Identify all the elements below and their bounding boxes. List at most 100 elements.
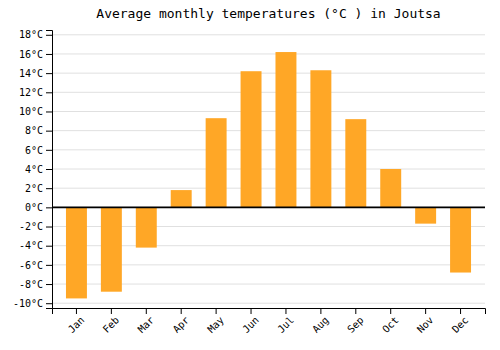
tick-label: Jun <box>240 314 261 335</box>
y-tick: 0°C <box>25 202 52 213</box>
tick-mark <box>46 227 52 228</box>
tick-label: 6°C <box>25 145 43 156</box>
grid-line <box>52 130 485 131</box>
grid-line <box>52 149 485 150</box>
bar <box>310 70 331 207</box>
tick-mark <box>111 308 112 314</box>
tick-label: Mar <box>136 314 157 335</box>
x-axis: Jan Feb Mar Apr May Jun Jul Aug Sep Oct Nov Dec <box>53 308 486 335</box>
tick-mark <box>46 284 52 285</box>
tick-mark <box>181 308 182 314</box>
tick-label: -4°C <box>19 240 43 251</box>
tick-label: 14°C <box>19 68 43 79</box>
y-tick: 18°C <box>19 29 52 40</box>
tick-mark <box>425 308 426 314</box>
y-tick: -4°C <box>19 240 52 251</box>
bar <box>345 119 366 207</box>
x-tick: Feb <box>101 308 122 335</box>
tick-mark <box>355 308 356 314</box>
tick-label: 10°C <box>19 106 43 117</box>
tick-label: Apr <box>171 314 192 335</box>
y-tick: -10°C <box>13 298 52 309</box>
tick-mark <box>76 308 77 314</box>
grid-line <box>52 73 485 74</box>
tick-mark <box>216 308 217 314</box>
grid-line <box>52 188 485 189</box>
grid <box>52 35 485 303</box>
tick-label: Sep <box>345 314 366 335</box>
y-tick: 14°C <box>19 68 52 79</box>
tick-label: 2°C <box>25 183 43 194</box>
grid-line <box>52 92 485 93</box>
y-tick: 6°C <box>25 145 52 156</box>
y-tick: -6°C <box>19 260 52 271</box>
tick-mark <box>46 265 52 266</box>
tick-mark <box>46 188 52 189</box>
x-tick: Mar <box>136 308 157 335</box>
y-tick: 12°C <box>19 87 52 98</box>
tick-label: May <box>205 314 226 335</box>
tick-mark <box>46 111 52 112</box>
tick-mark <box>320 308 321 314</box>
bar <box>241 71 262 207</box>
tick-mark <box>46 92 52 93</box>
tick-label: Dec <box>450 314 471 335</box>
tick-mark <box>146 308 147 314</box>
x-tick: Oct <box>380 308 401 335</box>
x-tick: Sep <box>345 308 366 335</box>
tick-label: Oct <box>380 314 401 335</box>
zero-line <box>52 206 485 208</box>
tick-label: -2°C <box>19 221 43 232</box>
x-tick: Apr <box>171 308 192 335</box>
x-tick: Jul <box>275 308 296 335</box>
bar <box>136 207 157 247</box>
tick-mark <box>46 303 52 304</box>
tick-label: -10°C <box>13 298 43 309</box>
tick-mark <box>46 169 52 170</box>
tick-label: Feb <box>101 314 122 335</box>
y-tick: -2°C <box>19 221 52 232</box>
x-tick: Nov <box>415 308 436 335</box>
grid-line <box>52 53 485 54</box>
tick-mark <box>46 246 52 247</box>
tick-mark <box>46 131 52 132</box>
tick-label: 12°C <box>19 87 43 98</box>
y-tick: 16°C <box>19 49 52 60</box>
bars <box>66 52 471 298</box>
y-tick: 8°C <box>25 125 52 136</box>
y-axis: -10°C-8°C-6°C-4°C-2°C0°C2°C4°C6°C8°C10°C… <box>13 29 53 308</box>
tick-label: 4°C <box>25 164 43 175</box>
grid-line <box>52 169 485 170</box>
tick-mark <box>46 54 52 55</box>
tick-label: Aug <box>310 314 331 335</box>
grid-line <box>52 207 485 208</box>
grid-line <box>52 34 485 35</box>
tick-mark <box>46 207 52 208</box>
tick-mark <box>285 308 286 314</box>
axis-line <box>53 309 486 315</box>
bar <box>66 207 87 298</box>
x-tick: Aug <box>310 308 331 335</box>
y-tick: 2°C <box>25 183 52 194</box>
x-tick: May <box>205 308 226 335</box>
tick-label: Jan <box>66 314 87 335</box>
tick-label: Nov <box>415 314 436 335</box>
x-tick: Jun <box>240 308 261 335</box>
bar <box>450 207 471 272</box>
bar <box>380 169 401 207</box>
tick-mark <box>460 308 461 314</box>
tick-label: Jul <box>275 314 296 335</box>
axis-line <box>46 31 53 309</box>
tick-mark <box>46 150 52 151</box>
tick-mark <box>46 73 52 74</box>
bar <box>275 52 296 207</box>
tick-label: 8°C <box>25 125 43 136</box>
x-tick: Dec <box>450 308 471 335</box>
title: Average monthly temperatures (°C ) in Jo… <box>96 6 440 21</box>
tick-mark <box>251 308 252 314</box>
tick-mark <box>390 308 391 314</box>
bar <box>101 207 122 291</box>
bar <box>171 190 192 207</box>
tick-label: -6°C <box>19 260 43 271</box>
x-tick: Jan <box>66 308 87 335</box>
